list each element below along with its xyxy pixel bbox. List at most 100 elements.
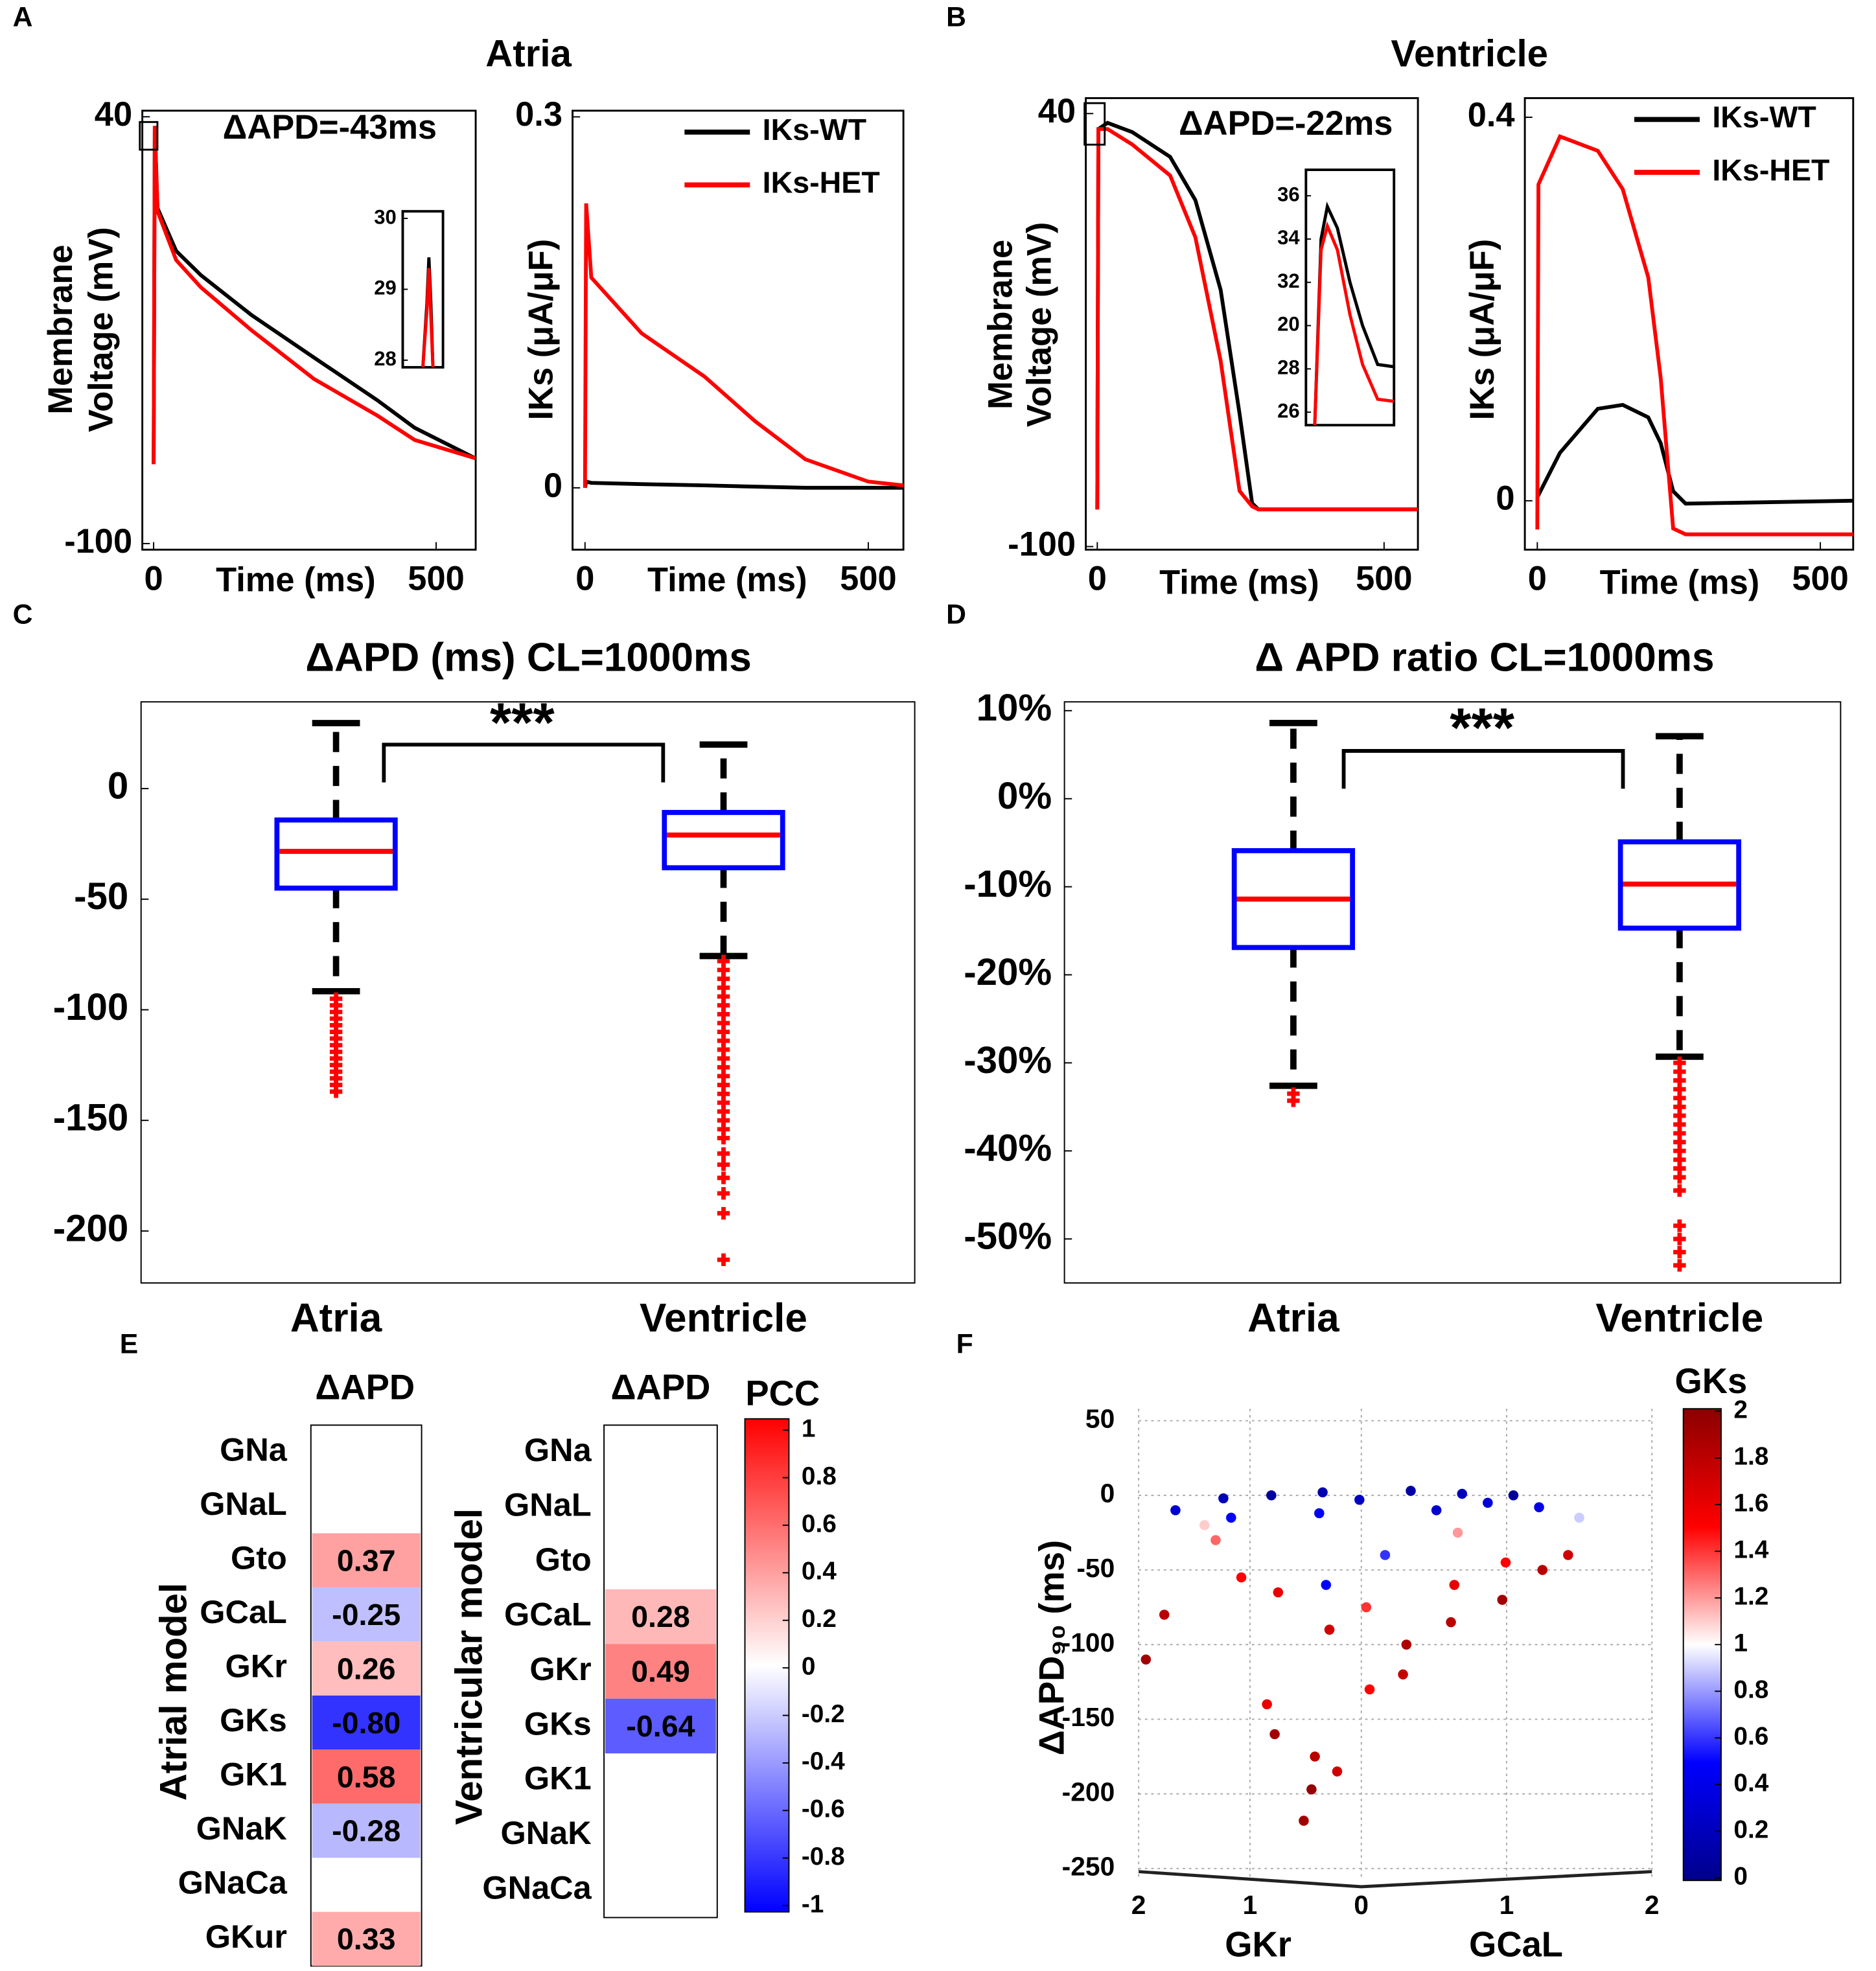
heatmap-cell: [605, 1698, 716, 1754]
colorbar-tick-label: 1: [802, 1414, 816, 1442]
significance-label: ***: [490, 693, 555, 754]
x-axis-label: Time (ms): [216, 562, 376, 599]
outlier: [717, 1253, 730, 1266]
cell-label: 0.49: [631, 1655, 690, 1689]
outlier: [717, 1131, 730, 1145]
colorbar-tick-label: 0.2: [1733, 1816, 1768, 1844]
colorbar-tick-label: -1: [802, 1890, 824, 1918]
colorbar-tick-label: 0.8: [1733, 1676, 1768, 1704]
legend-label: IKs-WT: [1712, 100, 1816, 134]
plot-frame: [141, 110, 477, 551]
scatter-point: [1483, 1497, 1493, 1508]
y-axis-label: ΔAPD₉₀ (ms): [1032, 1540, 1071, 1756]
y-tick-label: -100: [53, 986, 129, 1028]
outlier: [717, 1158, 730, 1171]
y-axis-label: IKs (μA/μF): [523, 239, 561, 421]
inset-y-tick-label: 34: [1277, 226, 1300, 249]
colorbar-tick-label: 2: [1733, 1396, 1748, 1424]
row-label: GKr: [529, 1650, 591, 1687]
legend-label: IKs-HET: [763, 166, 880, 200]
y-axis-label: Ventricular model: [448, 1508, 491, 1825]
y-tick-label: 0: [1100, 1479, 1115, 1508]
x-tick-label: 0: [1088, 560, 1107, 598]
x-tick-label: 2: [1131, 1890, 1146, 1920]
inset-y-tick-label: 26: [1277, 399, 1300, 422]
scatter-point: [1574, 1512, 1584, 1523]
y-tick-label: 50: [1085, 1403, 1115, 1433]
inset-line: [1313, 201, 1395, 426]
cell-label: 0.33: [337, 1922, 396, 1956]
plot-frame: [572, 110, 905, 551]
plot-frame: [1063, 701, 1842, 1284]
inset-line: [1313, 221, 1395, 426]
y-tick-label: -200: [1062, 1777, 1115, 1806]
outlier: [1673, 1245, 1686, 1259]
x-axis-label: Time (ms): [1159, 564, 1319, 602]
y-tick-label: -100: [1062, 1628, 1115, 1657]
colorbar-tick-label: -0.6: [802, 1795, 845, 1823]
y-tick-label: 0: [108, 765, 128, 807]
scatter-point: [1398, 1669, 1408, 1680]
outlier: [329, 1085, 343, 1098]
inset-y-tick-label: 20: [1277, 313, 1300, 336]
inset-y-tick-label: 28: [1277, 356, 1300, 379]
x-tick-label: Ventricle: [1595, 1296, 1763, 1341]
panel-label: A: [13, 1, 33, 32]
scatter-point: [1364, 1684, 1375, 1695]
row-label: Gto: [231, 1539, 287, 1576]
cell-label: 0.28: [631, 1600, 690, 1633]
colorbar-tick-label: -0.4: [802, 1747, 845, 1775]
y-axis-label: Membrane: [982, 240, 1019, 409]
scatter-point: [1563, 1550, 1573, 1560]
scatter-point: [1310, 1751, 1320, 1762]
row-label: Gto: [535, 1541, 592, 1578]
x-tick-label: 0: [144, 560, 163, 598]
y-tick-label: -10%: [964, 863, 1052, 905]
scatter-point: [1170, 1505, 1181, 1516]
y-tick-label: -50: [1076, 1553, 1115, 1583]
y-axis-label: Atrial model: [152, 1583, 194, 1801]
inset-y-tick-label: 28: [374, 347, 397, 370]
y-tick-label: -100: [1008, 525, 1076, 563]
outlier: [717, 1147, 730, 1160]
chart-title: ΔAPD (ms) CL=1000ms: [305, 636, 751, 680]
heatmap-cell: [312, 1641, 421, 1696]
inset-y-tick-label: 36: [1277, 183, 1300, 205]
heatmap-cell: [312, 1587, 421, 1642]
colorbar-title: GKs: [1675, 1361, 1748, 1401]
y-tick-label: 0.3: [515, 96, 562, 133]
scatter-point: [1273, 1587, 1284, 1598]
panel-label: C: [13, 599, 33, 630]
colorbar-title: PCC: [745, 1374, 820, 1413]
line-series: [1535, 402, 1853, 506]
y-tick-label: 0: [544, 467, 562, 505]
cell-label: -0.80: [332, 1706, 400, 1740]
scatter-point: [1508, 1490, 1519, 1501]
scatter-point: [1269, 1729, 1280, 1740]
y-tick-label: -200: [53, 1207, 129, 1249]
colorbar-tick-label: 0: [802, 1652, 816, 1680]
x-axis-label: Time (ms): [647, 562, 807, 599]
y-axis-label: Membrane: [42, 245, 80, 415]
scatter-point: [1401, 1639, 1412, 1650]
scatter-point: [1500, 1557, 1511, 1568]
y-tick-label: -50%: [964, 1216, 1052, 1258]
scatter-point: [1332, 1766, 1343, 1777]
outlier: [717, 1187, 730, 1200]
significance-label: ***: [1450, 697, 1514, 759]
row-label: GK1: [220, 1755, 287, 1792]
row-label: GNaK: [196, 1810, 287, 1847]
outlier: [1673, 1171, 1686, 1184]
y-tick-label: -250: [1062, 1852, 1115, 1882]
heatmap-title: ΔAPD: [315, 1367, 415, 1407]
scatter-point: [1306, 1784, 1317, 1795]
scatter-point: [1324, 1624, 1335, 1635]
y-tick-label: -150: [53, 1097, 129, 1139]
x2-tick-label: 1: [1500, 1890, 1514, 1920]
y-tick-label: -150: [1062, 1702, 1115, 1732]
scatter-point: [1380, 1550, 1391, 1560]
heatmap-cell: [605, 1644, 716, 1699]
y-tick-label: 0%: [997, 775, 1052, 817]
y-tick-label: -20%: [964, 951, 1052, 993]
scatter-point: [1299, 1815, 1309, 1826]
